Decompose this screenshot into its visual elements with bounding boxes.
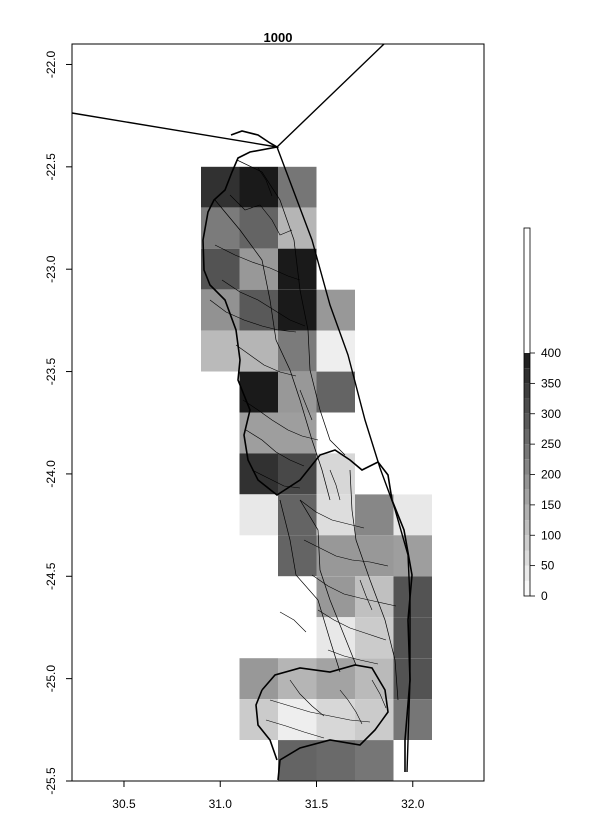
raster-cell [393,576,432,618]
raster-cell [278,494,317,536]
legend-tick-label: 50 [541,559,555,573]
raster-cell [355,494,394,536]
legend-color-step [524,398,530,414]
raster-cell [278,412,317,454]
raster-cells [201,166,432,781]
river-network [209,167,397,739]
raster-cell [278,699,317,740]
x-tick-label: 30.5 [112,797,136,811]
y-tick-label: -23.5 [44,358,58,386]
legend-color-step [524,428,530,445]
y-tick-label: -22.0 [44,50,58,78]
raster-cell [393,658,432,700]
raster-cell [278,658,317,700]
y-tick-label: -25.5 [44,767,58,795]
legend-color-step [524,459,530,475]
legend-tick-label: 250 [541,437,561,451]
legend-tick-label: 0 [541,589,548,603]
catchment-outline-south [261,664,389,781]
raster-cell [355,535,394,577]
x-tick-label: 31.0 [209,797,233,811]
plot-title: 1000 [264,30,293,45]
raster-cell [316,330,355,372]
y-tick-label: -24.5 [44,562,58,590]
legend-color-step [524,565,530,581]
raster-cell [316,658,355,700]
legend-color-step [524,383,530,399]
raster-cell [316,289,355,331]
raster-cell [239,166,278,208]
raster-cell [278,330,317,372]
raster-cell [201,248,240,290]
raster-cell [278,535,317,577]
legend-color-step [524,413,530,429]
legend-color-step [524,353,530,369]
raster-cell [278,740,317,781]
raster-cell [201,207,240,249]
raster-cell [239,453,278,495]
raster-cell [316,576,355,618]
subcatchment-line [214,199,331,501]
legend-tick-label: 150 [541,498,561,512]
raster-cell [201,330,240,372]
color-legend: 0 50 100 150 200 250 300 350 400 [523,227,561,603]
legend-color-step [524,520,530,536]
legend-color-step [524,489,530,505]
legend-color-step [524,444,530,460]
legend-frame [523,227,531,597]
legend-color-step [524,474,530,490]
raster-cell [393,617,432,659]
plot-frame [71,43,485,782]
legend-tick-label: 400 [541,346,561,360]
legend-tick-label: 300 [541,407,561,421]
subcatchment-line [349,469,399,701]
boundary-line-northeast [276,43,385,148]
legend-color-step [524,550,530,566]
raster-cell [316,494,355,536]
legend-tick-label: 350 [541,376,561,390]
legend-color-step [524,535,530,551]
subcatchment-line [299,499,357,666]
raster-cell [316,740,355,781]
subcatchment-line [236,159,346,456]
raster-cell [393,699,432,740]
legend-color-step [524,368,530,384]
boundary-line-east [276,146,411,773]
subcatchment-line [279,499,341,673]
raster-cell [355,740,394,781]
raster-cell [201,166,240,208]
x-tick-label: 32.0 [401,797,425,811]
raster-cell [316,371,355,413]
raster-cell [355,658,394,700]
raster-cell [393,494,432,536]
legend-color-step [524,504,530,521]
y-tick-label: -25.0 [44,665,58,693]
map-vector-overlay [71,43,413,781]
x-tick-label: 31.5 [305,797,329,811]
raster-cell [239,330,278,372]
raster-cell [239,289,278,331]
raster-cell [278,289,317,331]
legend-tick-label: 100 [541,528,561,542]
raster-cell [239,494,278,536]
legend-color-step [524,580,530,596]
raster-cell [316,617,355,659]
raster-cell [355,617,394,659]
y-tick-label: -22.5 [44,153,58,181]
raster-cell [393,535,432,577]
boundary-line-west [71,112,278,148]
y-tick-label: -23.0 [44,255,58,283]
raster-cell [239,207,278,249]
raster-cell [278,207,317,249]
raster-cell [239,699,278,740]
y-tick-label: -24.0 [44,460,58,488]
catchment-outline-southwest [255,689,278,761]
raster-cell [239,371,278,413]
x-axis: 30.5 31.0 31.5 32.0 [112,781,425,811]
legend-tick-label: 200 [541,468,561,482]
y-axis: -22.0 -22.5 -23.0 -23.5 -24.0 -24.5 -25.0 -25.5 [44,50,72,795]
raster-cell [278,453,317,495]
